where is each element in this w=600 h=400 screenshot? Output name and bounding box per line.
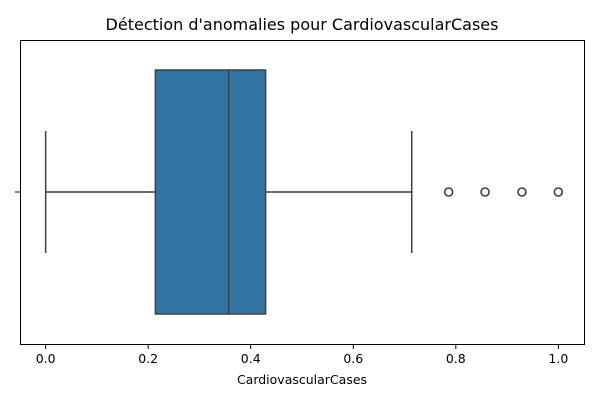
chart-title: Détection d'anomalies pour Cardiovascula… (106, 15, 499, 34)
x-tick-label: 0.8 (446, 351, 466, 366)
interquartile-box (154, 69, 267, 315)
plot-frame (20, 40, 585, 345)
outlier-point (443, 187, 454, 197)
x-axis-ticks: 0.0 0.2 0.4 0.6 0.8 1.0 (36, 344, 568, 366)
outlier-point (553, 187, 564, 197)
x-tick-label: 0.2 (138, 351, 158, 366)
x-axis-label: CardiovascularCases (237, 372, 367, 387)
x-tick-label: 0.4 (241, 351, 261, 366)
outlier-point (517, 187, 527, 197)
x-tick-label: 1.0 (548, 351, 568, 366)
x-tick-label: 0.0 (36, 351, 56, 366)
x-tick-label: 0.6 (343, 351, 363, 366)
box-plot-marks (44, 69, 564, 315)
outlier-point (480, 187, 490, 197)
